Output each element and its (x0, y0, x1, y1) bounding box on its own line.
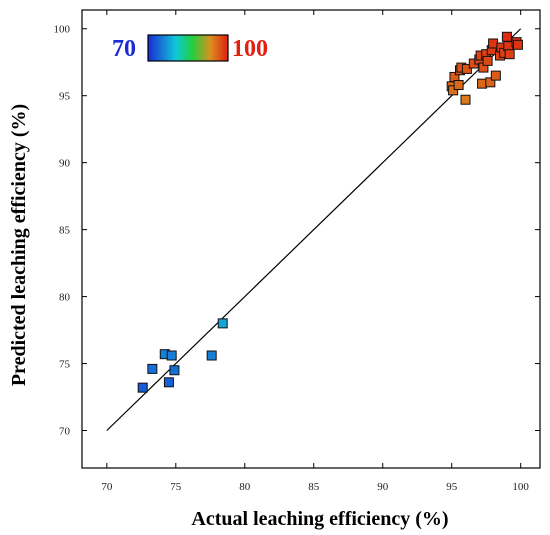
data-point (206, 350, 217, 361)
data-point (137, 382, 148, 393)
x-tick-label: 90 (377, 481, 389, 493)
data-point (501, 31, 512, 42)
data-point (169, 365, 180, 376)
data-point (482, 55, 493, 66)
colorbar-gradient (147, 34, 229, 62)
data-point (477, 78, 488, 89)
colorbar-max-label: 100 (232, 36, 268, 62)
data-point (461, 63, 472, 74)
data-point (166, 350, 177, 361)
data-point (504, 49, 515, 60)
x-axis-title: Actual leaching efficiency (%) (191, 508, 448, 530)
reference-line (106, 28, 522, 431)
y-axis-title: Predicted leaching efficiency (%) (8, 104, 30, 386)
x-tick-label: 100 (512, 481, 529, 493)
x-tick-label: 95 (446, 481, 458, 493)
x-tick-label: 85 (308, 481, 320, 493)
colorbar-min-label: 70 (112, 36, 136, 62)
x-tick-label: 80 (239, 481, 251, 493)
y-tick-label: 80 (59, 292, 71, 304)
data-point (485, 77, 496, 88)
y-tick-label: 100 (54, 24, 71, 36)
data-point (490, 70, 501, 81)
plot-frame (81, 9, 541, 469)
data-point (453, 79, 464, 90)
data-point (488, 38, 499, 49)
y-tick-label: 85 (59, 225, 71, 237)
data-point (460, 94, 471, 105)
y-tick-label: 90 (59, 158, 71, 170)
y-tick-label: 75 (59, 359, 71, 371)
data-point (448, 85, 459, 96)
y-tick-label: 70 (59, 426, 71, 438)
data-point (163, 377, 174, 388)
data-point (217, 318, 228, 329)
x-tick-label: 75 (170, 481, 182, 493)
data-point (512, 39, 523, 50)
y-tick-label: 95 (59, 91, 71, 103)
data-point (147, 363, 158, 374)
x-tick-label: 70 (101, 481, 113, 493)
